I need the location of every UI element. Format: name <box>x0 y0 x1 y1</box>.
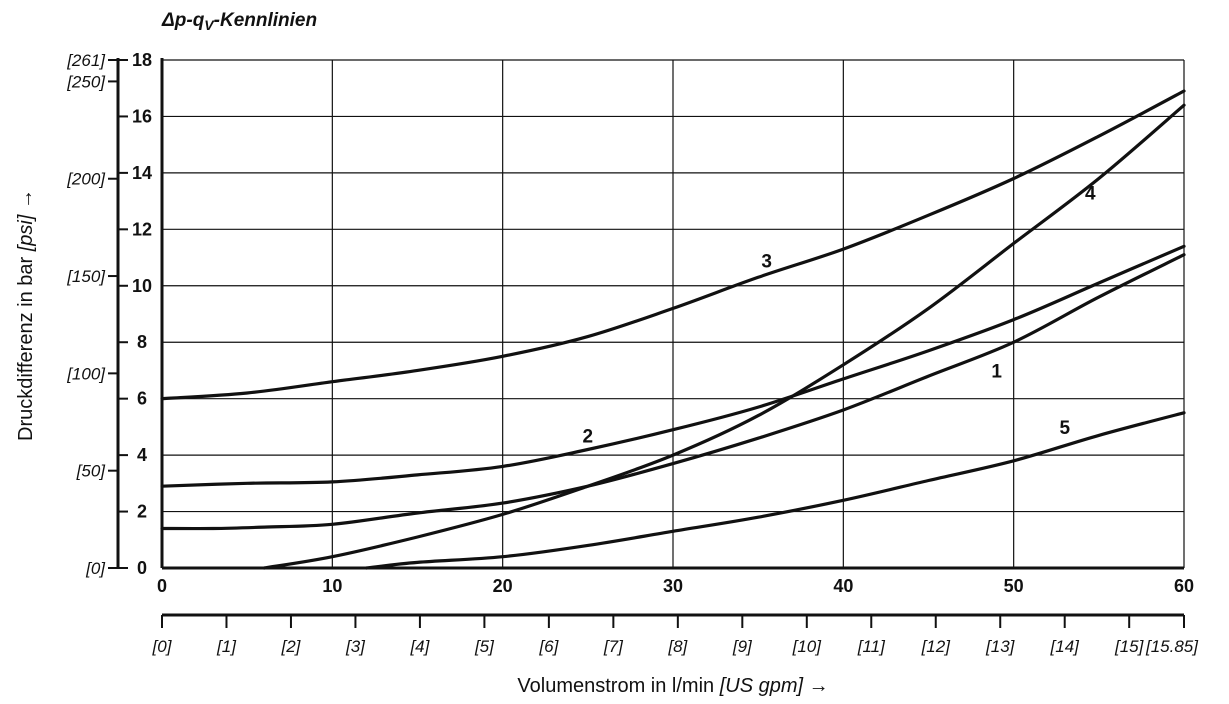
x-tick-label-gpm: [13] <box>985 637 1016 656</box>
x-tick-label-gpm: [15] <box>1114 637 1145 656</box>
y-tick-label-psi: [100] <box>66 364 106 383</box>
y-tick-label-psi: [150] <box>66 267 106 286</box>
chart-title-suffix: -Kennlinien <box>214 10 317 31</box>
x-tick-label-gpm: [11] <box>857 637 886 656</box>
x-axis-label-arrow: → <box>803 675 829 697</box>
x-tick-label-lmin: 50 <box>1004 576 1024 596</box>
x-tick-label-lmin: 20 <box>493 576 513 596</box>
x-tick-label-gpm: [5] <box>474 637 495 656</box>
x-tick-label-gpm: [1] <box>216 637 237 656</box>
x-tick-label-gpm: [0] <box>152 637 173 656</box>
x-tick-label-gpm: [4] <box>409 637 430 656</box>
x-tick-label-gpm: [15.85] <box>1145 637 1199 656</box>
x-axis-label-main: Volumenstrom in l/min <box>517 675 719 697</box>
x-tick-label-gpm: [9] <box>732 637 753 656</box>
x-tick-label-gpm: [3] <box>345 637 366 656</box>
x-tick-label-gpm: [8] <box>667 637 688 656</box>
curve-label-3: 3 <box>761 251 772 272</box>
curve-1 <box>160 253 1186 531</box>
y-tick-label-bar: 8 <box>137 332 147 352</box>
y-tick-label-bar: 6 <box>137 389 147 409</box>
chart-title: Δp-qV-Kennlinien <box>161 10 317 33</box>
x-tick-label-lmin: 60 <box>1174 576 1194 596</box>
x-tick-label-gpm: [14] <box>1050 637 1081 656</box>
curve-label-2: 2 <box>583 426 594 447</box>
x-tick-label-lmin: 40 <box>833 576 853 596</box>
y-tick-label-bar: 2 <box>137 502 147 522</box>
curve-5 <box>364 411 1186 570</box>
y-axis-label-arrow: → <box>15 189 37 215</box>
y-tick-label-psi: [50] <box>76 462 107 481</box>
x-tick-label-lmin: 10 <box>322 576 342 596</box>
y-tick-label-bar: 12 <box>132 219 152 239</box>
y-tick-label-bar: 4 <box>137 445 147 465</box>
chart-curve-labels: 1 2 3 4 5 <box>583 184 1096 448</box>
x-tick-label-gpm: [6] <box>538 637 559 656</box>
y-tick-label-psi: [261] <box>66 51 106 70</box>
x-tick-label-gpm: [10] <box>792 637 823 656</box>
y-tick-label-bar: 10 <box>132 276 152 296</box>
x-tick-label-gpm: [2] <box>281 637 302 656</box>
x-tick-label-lmin: 30 <box>663 576 683 596</box>
curve-4 <box>262 103 1186 570</box>
curve-3 <box>160 89 1186 401</box>
chart-title-prefix: Δp-q <box>161 10 205 31</box>
x-tick-label-lmin: 0 <box>157 576 167 596</box>
x-tick-label-gpm: [12] <box>921 637 952 656</box>
y-axis-label: Druckdifferenz in bar [psi] → <box>15 189 37 441</box>
x-tick-label-gpm: [7] <box>603 637 624 656</box>
y-tick-label-bar: 0 <box>137 558 147 578</box>
y-tick-label-psi: [200] <box>66 170 106 189</box>
y-axis-label-unit: [psi] <box>15 214 37 252</box>
y-tick-label-bar: 18 <box>132 50 152 70</box>
y-axis-ticks: 0 2 4 6 8 10 12 14 16 18 [0] [50] [100] [150] [200] [25… <box>66 50 152 578</box>
x-axis-label: Volumenstrom in l/min [US gpm] → <box>517 675 828 697</box>
y-axis-label-main: Druckdifferenz in bar <box>15 251 37 441</box>
y-tick-label-bar: 14 <box>132 163 152 183</box>
y-tick-label-psi: [0] <box>85 559 106 578</box>
chart-axes <box>116 58 1184 617</box>
x-axis-label-unit: [US gpm] <box>719 675 804 697</box>
curve-label-1: 1 <box>991 361 1002 382</box>
curve-2 <box>160 244 1186 488</box>
y-tick-label-bar: 16 <box>132 106 152 126</box>
chart-title-subscript: V <box>204 17 215 33</box>
curve-label-5: 5 <box>1059 418 1070 439</box>
curve-label-4: 4 <box>1085 184 1096 205</box>
y-tick-label-psi: [250] <box>66 72 106 91</box>
x-axis-ticks: 0 10 20 30 40 50 60 [0] [1] [2] [3] [4] [5] [6] [7] [8]… <box>152 576 1200 656</box>
